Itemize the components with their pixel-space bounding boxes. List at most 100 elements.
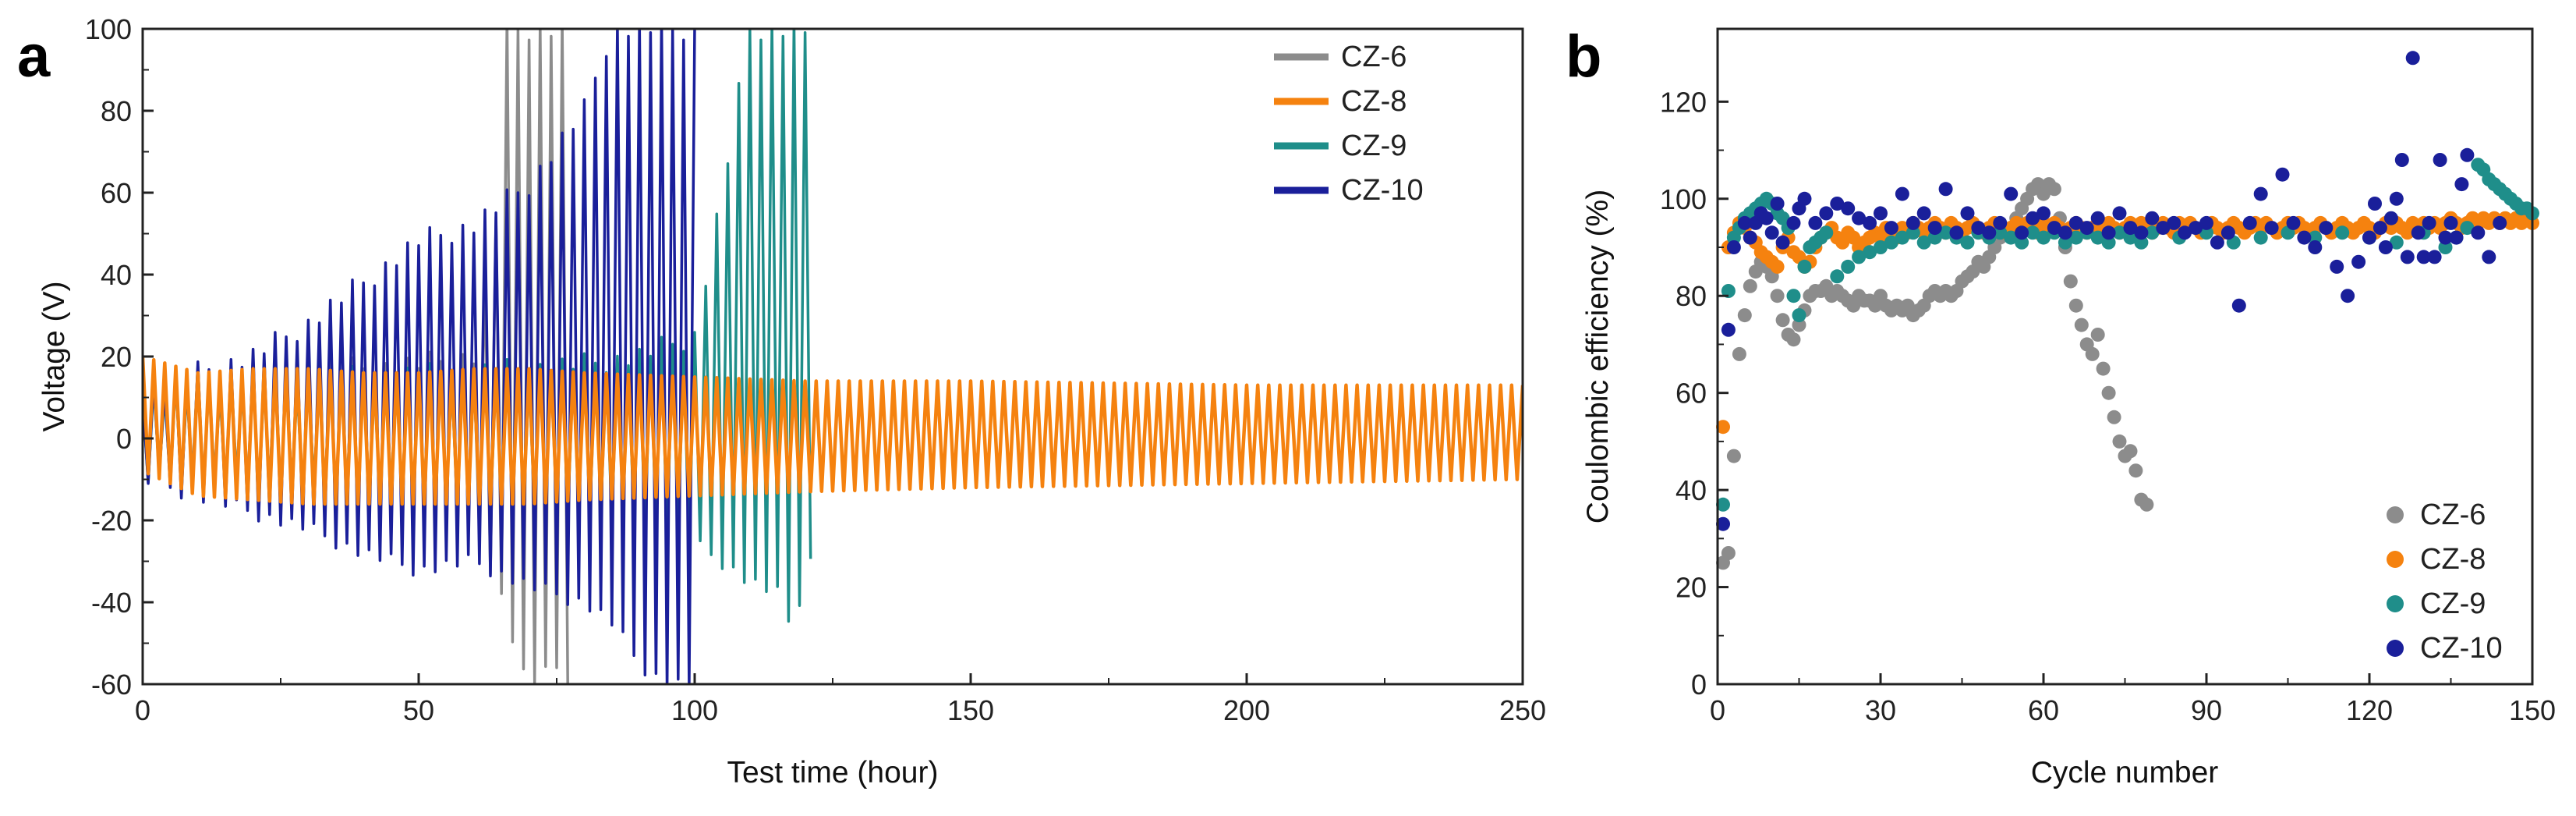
panel-b-1-ytick-label: 60	[1675, 378, 1707, 410]
panel-b-point-cz-10	[2438, 230, 2453, 245]
panel-b-point-cz-10	[2482, 250, 2496, 264]
panel-b-point-cz-10	[2275, 167, 2290, 182]
panel-b-point-cz-8	[1770, 259, 1785, 274]
panel-b-point-cz-10	[1884, 221, 1898, 236]
panel-b-point-cz-10	[1726, 240, 1741, 254]
panel-b-1-xtick-label: 30	[1865, 694, 1896, 726]
panel-b-point-cz-6	[2068, 298, 2083, 313]
panel-b-point-cz-10	[1786, 215, 1801, 230]
panel-b-legend-marker	[2387, 595, 2404, 612]
panel-a-plot-area	[143, 29, 1523, 684]
panel-a-ylabel: Voltage (V)	[37, 282, 71, 432]
panel-b-point-cz-10	[1852, 211, 1867, 225]
panel-a-0-ytick-label: 60	[101, 177, 132, 209]
panel-b-point-cz-9	[1993, 225, 2008, 240]
panel-b-point-cz-9	[1819, 225, 1834, 240]
panel-b-point-cz-10	[1895, 186, 1909, 201]
panel-b-point-cz-10	[1764, 225, 1779, 240]
panel-b-point-cz-9	[1874, 240, 1888, 254]
panel-b-point-cz-9	[2389, 235, 2404, 250]
panel-b-point-cz-6	[2101, 385, 2116, 400]
panel-a: a 0 50 100 150 200 250 -60 -40 -20 0 20 40 60 80 100 T…	[17, 13, 1546, 789]
panel-b-point-cz-10	[2416, 250, 2431, 264]
panel-b-point-cz-9	[2460, 221, 2475, 236]
panel-b-point-cz-10	[2189, 221, 2203, 236]
panel-a-0-ytick-label: -20	[91, 505, 132, 537]
panel-b-point-cz-10	[2253, 186, 2268, 201]
panel-b-point-cz-6	[1770, 289, 1785, 303]
panel-b-legend-label: CZ-6	[2420, 498, 2486, 531]
panel-b-point-cz-10	[1927, 221, 1942, 236]
panel-b-point-cz-10	[1737, 215, 1752, 230]
panel-b-point-cz-6	[2139, 497, 2154, 512]
panel-b-point-cz-10	[2220, 225, 2235, 240]
panel-b-point-cz-9	[2112, 225, 2127, 240]
panel-b-point-cz-10	[2242, 215, 2257, 230]
panel-b-point-cz-10	[2378, 240, 2393, 254]
panel-b-point-cz-6	[2123, 444, 2138, 459]
panel-b-point-cz-9	[1721, 284, 1736, 298]
panel-b-point-cz-6	[2090, 328, 2105, 342]
panel-b-point-cz-9	[1960, 235, 1975, 250]
panel-a-0-ytick-label: 40	[101, 259, 132, 291]
panel-b-point-cz-10	[2383, 211, 2398, 225]
panel-b-1-ytick-label: 20	[1675, 572, 1707, 604]
panel-b-point-cz-6	[1732, 346, 1746, 361]
panel-b-point-cz-10	[2145, 211, 2160, 225]
panel-b-point-cz-9	[2335, 225, 2350, 240]
panel-b-label: b	[1566, 23, 1601, 90]
panel-b-point-cz-10	[2079, 221, 2094, 236]
panel-b-point-cz-10	[2264, 221, 2279, 236]
panel-b-point-cz-6	[1786, 332, 1801, 347]
panel-b-point-cz-10	[1716, 516, 1730, 531]
panel-b-point-cz-6	[2107, 410, 2121, 424]
panel-b-point-cz-10	[2443, 215, 2458, 230]
panel-b-point-cz-10	[2286, 215, 2301, 230]
panel-b: b 0 30 60 90 120 150 0 20 40 60 80 100 120 Cycle num…	[1566, 23, 2556, 789]
panel-a-series-cz-10	[143, 29, 696, 684]
panel-b-point-cz-9	[2004, 230, 2019, 245]
panel-a-label: a	[17, 23, 51, 90]
panel-b-point-cz-9	[2438, 240, 2453, 254]
panel-b-point-cz-10	[2112, 206, 2127, 221]
panel-b-point-cz-9	[2308, 230, 2323, 245]
panel-b-point-cz-9	[2026, 225, 2040, 240]
panel-b-point-cz-9	[2090, 230, 2105, 245]
panel-b-legend-marker	[2387, 551, 2404, 568]
panel-a-legend-label: CZ-8	[1341, 85, 1407, 118]
panel-b-ylabel: Coulombic efficiency (%)	[1581, 190, 1615, 523]
panel-b-point-cz-9	[1716, 497, 1730, 512]
panel-b-legend-marker	[2387, 506, 2404, 523]
panel-a-legend: CZ-6 CZ-8 CZ-9 CZ-10	[1274, 41, 1424, 207]
panel-b-point-cz-10	[2471, 225, 2486, 240]
panel-b-point-cz-10	[2433, 153, 2447, 167]
panel-b-point-cz-9	[1830, 269, 1845, 284]
panel-b-point-cz-9	[1792, 308, 1806, 323]
panel-a-0-ytick-label: 80	[101, 95, 132, 127]
panel-b-1-xtick-label: 120	[2346, 694, 2393, 726]
panel-b-point-cz-10	[2319, 221, 2334, 236]
panel-a-0-xtick-label: 0	[135, 694, 150, 726]
panel-b-point-cz-10	[1830, 197, 1845, 211]
panel-b-legend-label: CZ-10	[2420, 632, 2503, 665]
panel-b-point-cz-10	[2068, 215, 2083, 230]
panel-b-1-ytick-label: 0	[1691, 669, 1707, 701]
panel-b-point-cz-9	[2036, 230, 2051, 245]
panel-b-point-cz-10	[2405, 51, 2420, 66]
panel-b-point-cz-10	[2101, 225, 2116, 240]
panel-b-point-cz-10	[1819, 206, 1834, 221]
panel-b-1-ytick-label: 100	[1660, 183, 1707, 215]
panel-a-0-xtick-label: 250	[1499, 694, 1546, 726]
panel-b-point-cz-9	[1797, 259, 1812, 274]
panel-b-point-cz-10	[2411, 225, 2426, 240]
panel-b-legend-label: CZ-9	[2420, 587, 2486, 620]
panel-b-point-cz-10	[1993, 215, 2008, 230]
panel-b-frame	[1716, 27, 2534, 686]
panel-b-point-cz-10	[2341, 289, 2355, 303]
panel-b-point-cz-10	[2449, 230, 2464, 245]
panel-b-point-cz-6	[1743, 279, 1757, 293]
panel-b-point-cz-9	[2101, 235, 2116, 250]
panel-b-point-cz-10	[1863, 215, 1877, 230]
panel-b-point-cz-10	[2297, 230, 2312, 245]
panel-b-point-cz-10	[2394, 153, 2409, 167]
